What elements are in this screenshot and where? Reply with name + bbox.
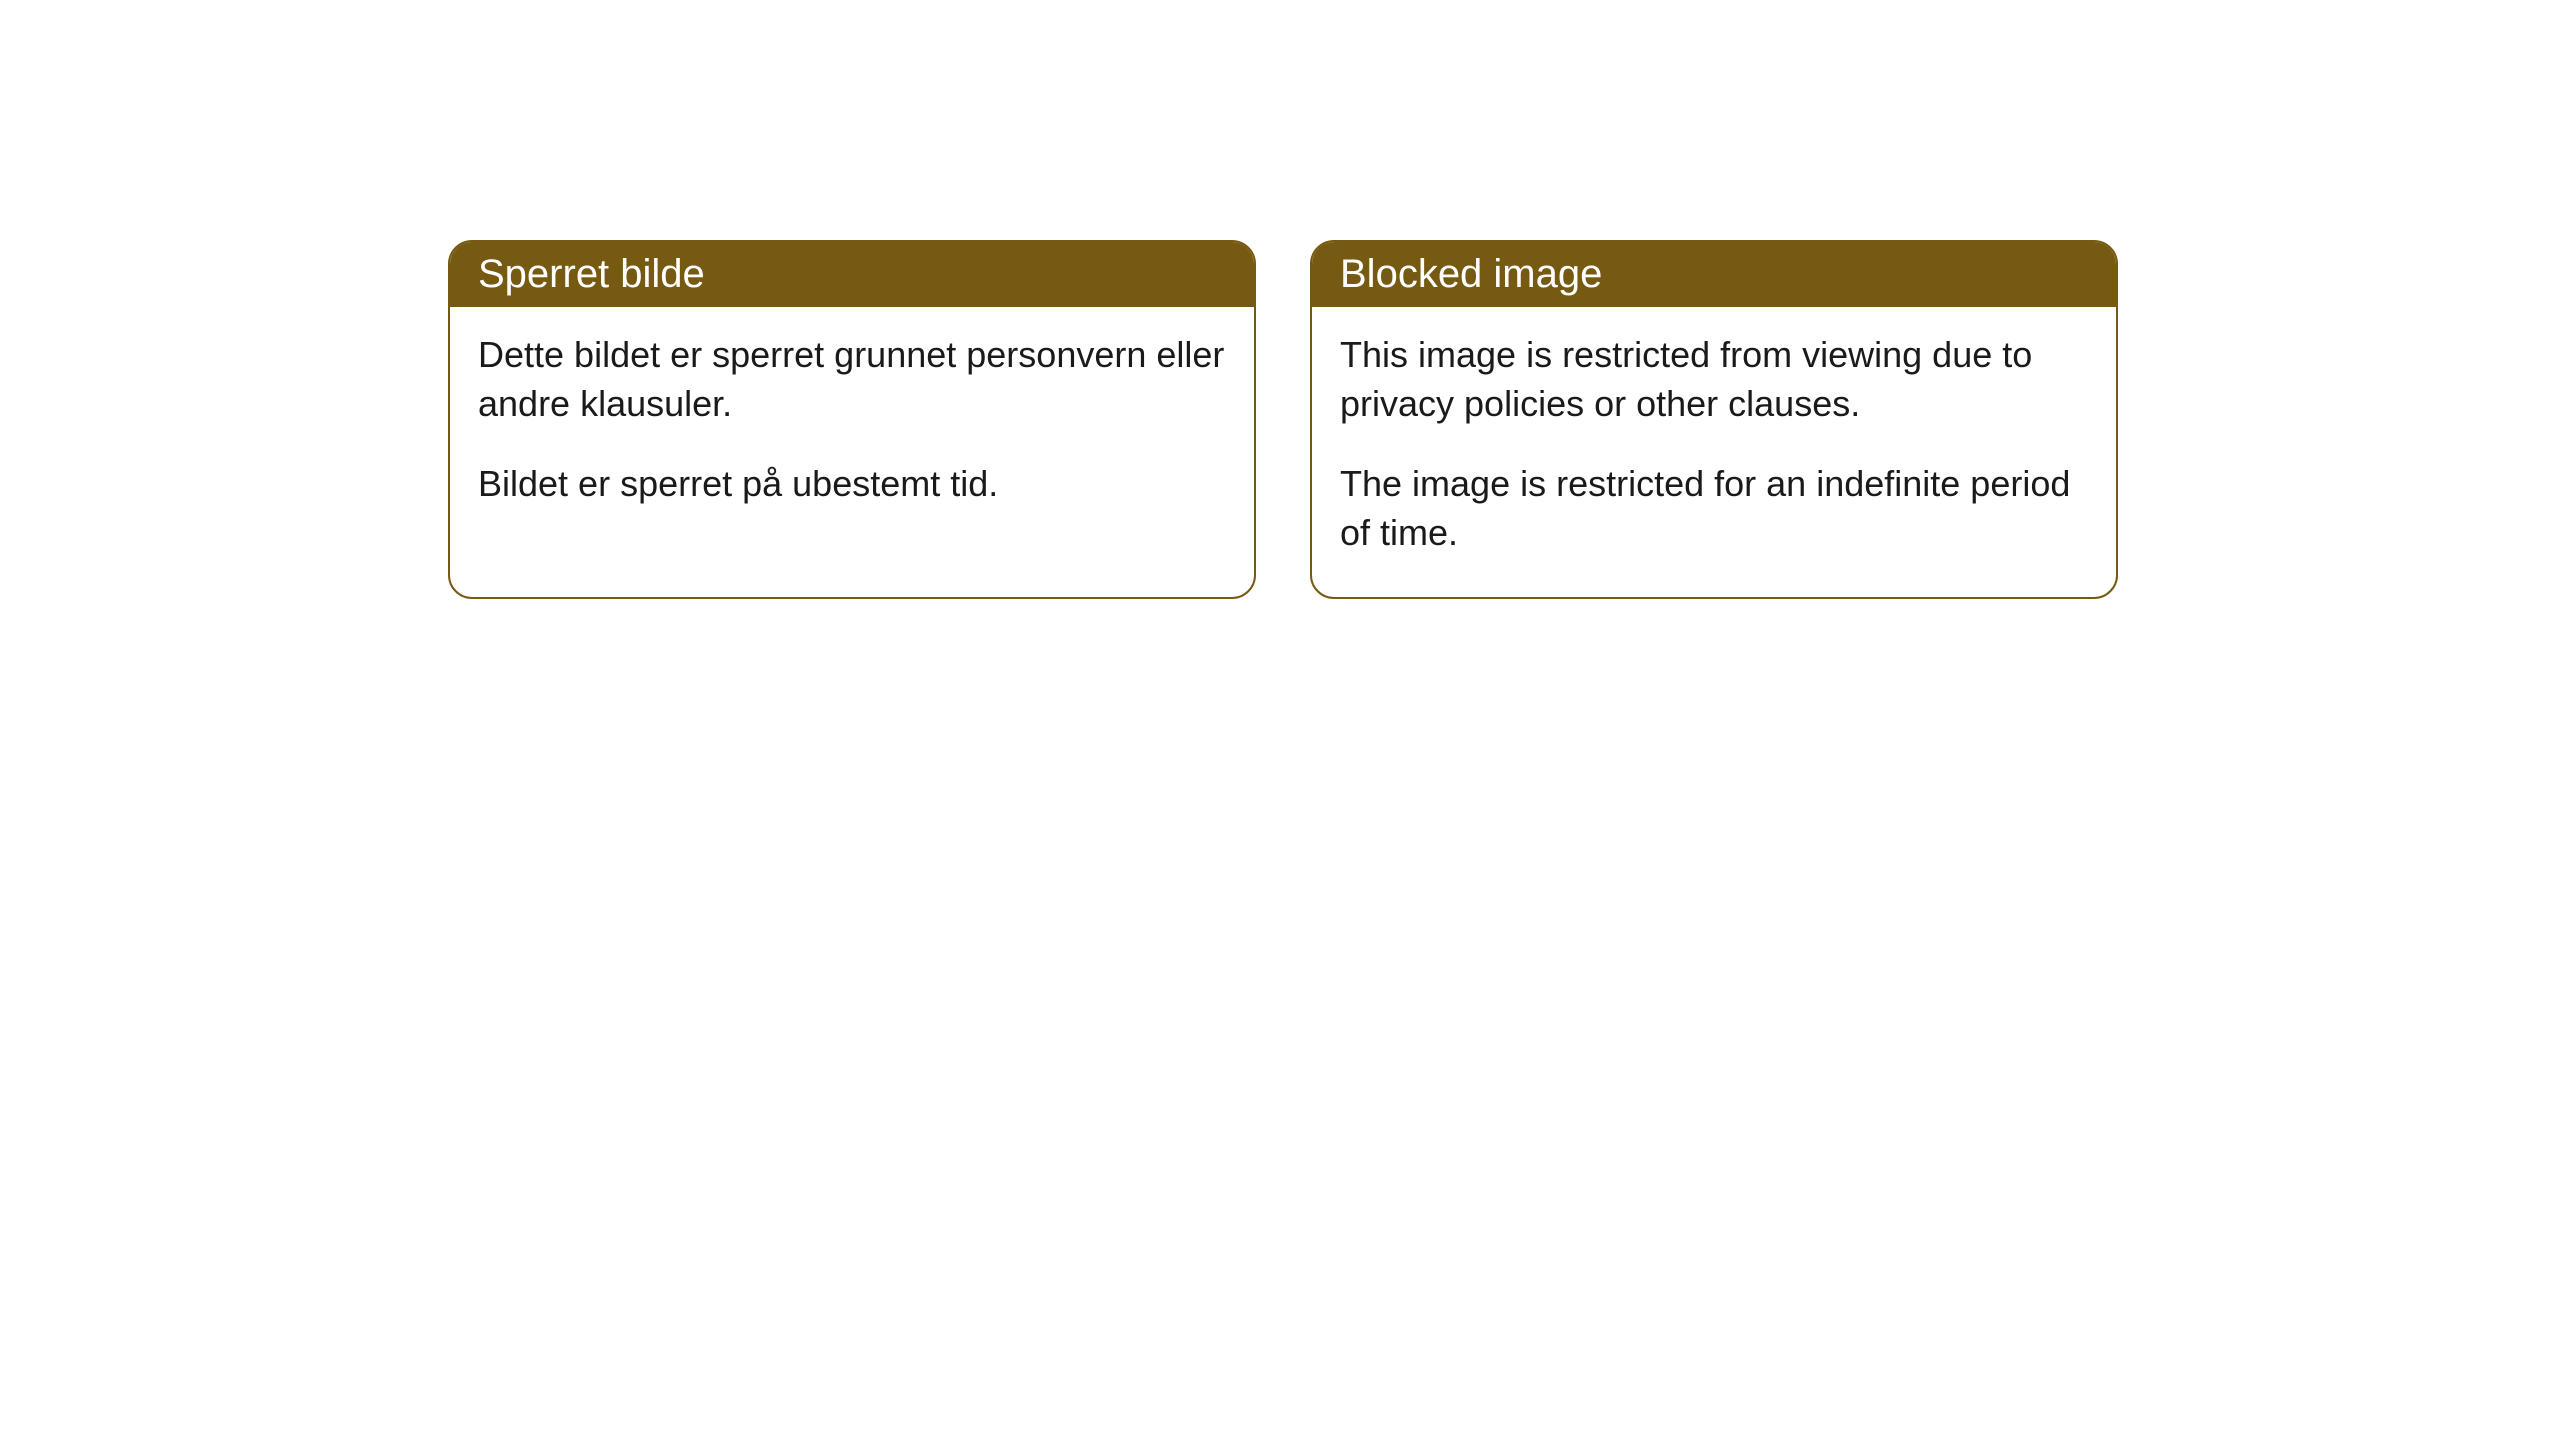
card-paragraph: Dette bildet er sperret grunnet personve…	[478, 331, 1226, 428]
card-title: Blocked image	[1340, 252, 1602, 296]
card-paragraph: The image is restricted for an indefinit…	[1340, 460, 2088, 557]
card-body: Dette bildet er sperret grunnet personve…	[450, 307, 1254, 549]
card-header: Sperret bilde	[450, 242, 1254, 307]
card-header: Blocked image	[1312, 242, 2116, 307]
cards-container: Sperret bilde Dette bildet er sperret gr…	[0, 0, 2560, 599]
blocked-image-card-english: Blocked image This image is restricted f…	[1310, 240, 2118, 599]
card-paragraph: Bildet er sperret på ubestemt tid.	[478, 460, 1226, 509]
card-paragraph: This image is restricted from viewing du…	[1340, 331, 2088, 428]
card-title: Sperret bilde	[478, 252, 705, 296]
blocked-image-card-norwegian: Sperret bilde Dette bildet er sperret gr…	[448, 240, 1256, 599]
card-body: This image is restricted from viewing du…	[1312, 307, 2116, 597]
